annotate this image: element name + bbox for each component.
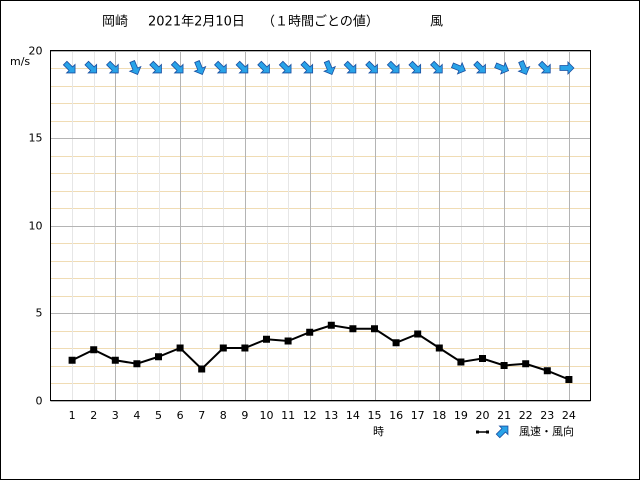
speed-marker xyxy=(133,360,141,368)
x-axis-label: 時 xyxy=(373,425,384,438)
direction-arrow xyxy=(235,60,249,74)
y-tick-label: 20 xyxy=(29,45,43,58)
x-tick-label: 10 xyxy=(260,409,274,422)
legend-marker xyxy=(476,430,479,434)
speed-marker xyxy=(111,356,119,364)
x-tick-label: 15 xyxy=(368,409,382,422)
speed-marker xyxy=(543,367,551,375)
direction-arrow xyxy=(559,61,575,75)
x-tick-label: 1 xyxy=(69,409,76,422)
y-tick-label: 10 xyxy=(29,220,43,233)
speed-marker xyxy=(198,365,206,373)
x-tick-label: 3 xyxy=(112,409,119,422)
speed-marker xyxy=(284,337,292,345)
speed-marker xyxy=(500,362,508,369)
plot-area xyxy=(50,50,591,401)
legend-marker xyxy=(486,430,489,434)
x-tick-label: 9 xyxy=(241,409,248,422)
speed-marker xyxy=(479,355,486,362)
direction-arrow xyxy=(170,60,184,74)
x-tick-label: 24 xyxy=(562,409,576,422)
direction-arrow xyxy=(538,60,551,74)
direction-arrow xyxy=(84,60,98,74)
speed-marker xyxy=(176,344,184,352)
speed-marker xyxy=(435,344,443,352)
x-tick-label: 16 xyxy=(389,409,403,422)
chart-title: （１時間ごとの値） xyxy=(262,14,379,30)
direction-arrow xyxy=(62,60,76,74)
chart-title: 岡崎 xyxy=(102,15,128,30)
x-tick-label: 2 xyxy=(90,409,97,422)
speed-marker xyxy=(392,339,400,347)
direction-arrow xyxy=(365,60,378,74)
direction-arrow xyxy=(106,60,119,74)
direction-arrow xyxy=(323,60,336,75)
direction-arrow xyxy=(430,60,443,74)
speed-marker xyxy=(371,325,378,333)
speed-marker xyxy=(522,360,530,368)
direction-arrow xyxy=(278,60,292,74)
x-tick-label: 21 xyxy=(497,409,511,422)
direction-arrow xyxy=(128,60,142,75)
x-tick-label: 20 xyxy=(476,409,490,422)
x-tick-label: 4 xyxy=(133,409,140,422)
y-tick-label: 15 xyxy=(29,132,43,145)
x-tick-label: 8 xyxy=(220,409,227,422)
x-tick-label: 22 xyxy=(519,409,533,422)
x-tick-label: 12 xyxy=(303,409,317,422)
direction-arrow xyxy=(517,60,531,75)
speed-marker xyxy=(327,321,335,329)
direction-arrow xyxy=(149,60,162,74)
x-tick-label: 7 xyxy=(198,409,205,422)
x-tick-label: 23 xyxy=(540,409,554,422)
direction-arrow xyxy=(494,61,510,75)
direction-arrow xyxy=(257,60,270,74)
direction-arrow xyxy=(343,60,357,74)
direction-arrow xyxy=(300,60,314,74)
legend-label: 風速・風向 xyxy=(519,424,574,438)
direction-arrow xyxy=(473,60,486,74)
speed-line xyxy=(71,324,570,381)
speed-marker xyxy=(457,358,465,366)
y-tick-label: 0 xyxy=(36,395,43,408)
y-unit: m/s xyxy=(10,55,30,68)
x-tick-label: 5 xyxy=(155,409,162,422)
x-tick-label: 13 xyxy=(324,409,338,422)
y-tick-label: 5 xyxy=(36,307,43,320)
speed-marker xyxy=(219,344,227,352)
direction-arrow xyxy=(408,60,422,74)
chart-title: 2021年2月10日 xyxy=(148,15,245,30)
speed-marker xyxy=(414,330,422,338)
x-tick-label: 17 xyxy=(411,409,425,422)
speed-marker xyxy=(155,353,162,361)
direction-arrow xyxy=(193,60,207,75)
direction-arrow xyxy=(450,61,466,75)
x-tick-label: 19 xyxy=(454,409,468,422)
speed-marker xyxy=(565,376,573,383)
speed-marker xyxy=(349,325,357,333)
speed-marker xyxy=(90,346,98,354)
direction-arrow xyxy=(214,60,227,74)
legend-arrow xyxy=(495,425,509,439)
x-tick-label: 6 xyxy=(177,409,184,422)
chart-title: 風 xyxy=(430,15,443,30)
direction-arrow xyxy=(386,60,400,74)
speed-marker xyxy=(263,335,270,343)
plot-border xyxy=(50,50,591,401)
x-tick-label: 18 xyxy=(432,409,446,422)
x-tick-label: 14 xyxy=(346,409,360,422)
x-tick-label: 11 xyxy=(281,409,295,422)
speed-marker xyxy=(306,328,314,336)
speed-marker xyxy=(68,356,76,364)
speed-marker xyxy=(241,344,249,352)
